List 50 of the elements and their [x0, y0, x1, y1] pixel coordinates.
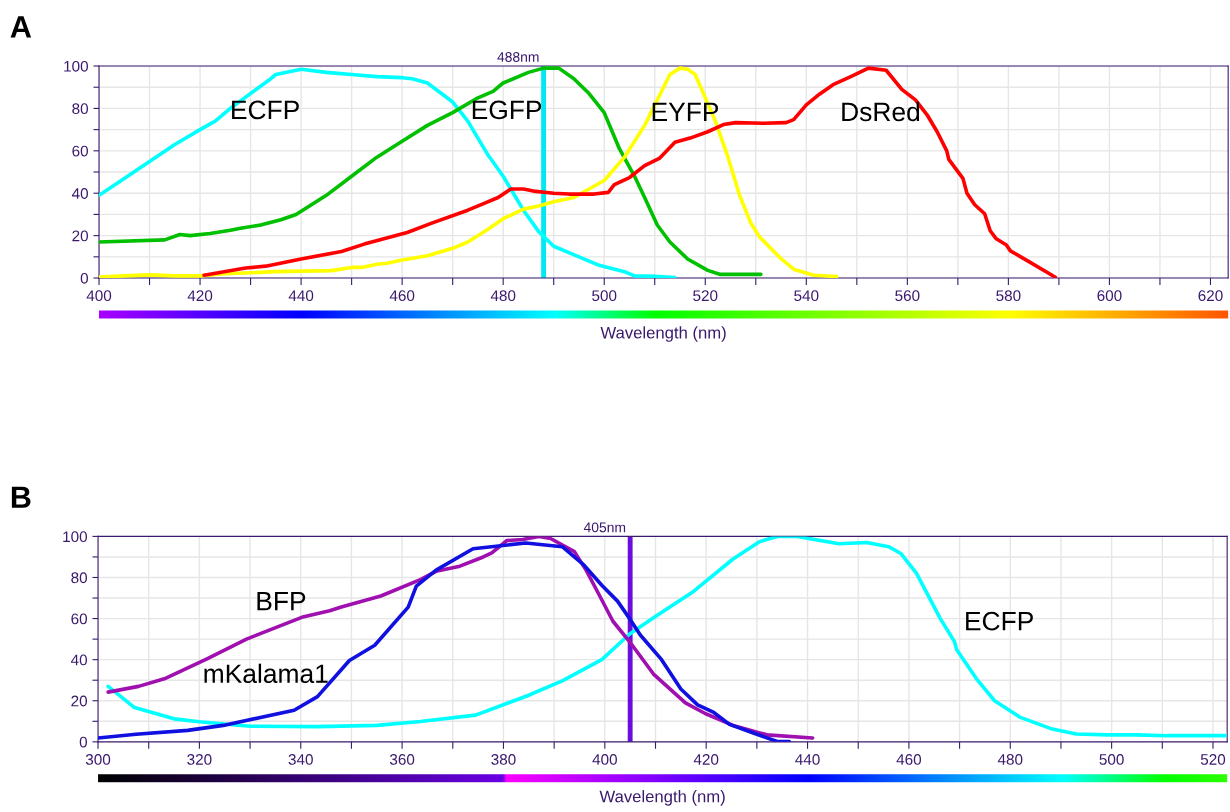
x-tick-label: 400	[592, 754, 617, 765]
y-tick-label: 40	[70, 654, 88, 666]
y-tick-label: 20	[71, 695, 88, 707]
x-tick-label: 400	[86, 290, 112, 302]
x-axis-title: Wavelength (nm)	[599, 790, 725, 806]
x-tick-label: 560	[895, 290, 920, 302]
y-tick-label: 80	[72, 103, 88, 115]
x-tick-label: 620	[1198, 290, 1223, 302]
x-tick-label: 420	[187, 290, 213, 302]
x-tick-label: 460	[896, 754, 922, 765]
x-tick-label: 480	[490, 290, 516, 302]
series-label: BFP	[257, 592, 306, 611]
y-tick-label: 60	[72, 145, 88, 157]
x-axis-title: Wavelength (nm)	[600, 326, 726, 342]
series-label: mKalama1	[204, 663, 328, 684]
x-tick-label: 420	[693, 754, 719, 765]
line-series	[202, 66, 1058, 279]
x-tick-label: 360	[389, 754, 415, 765]
x-tick-label: 440	[795, 754, 820, 765]
ref-line-label: 488nm	[497, 52, 539, 62]
y-tick-label: 60	[71, 613, 88, 625]
series-label: ECFP	[232, 100, 299, 120]
chart-title: B	[11, 486, 31, 508]
y-tick-label: 100	[63, 531, 88, 543]
y-tick-label: 40	[71, 188, 88, 199]
x-tick-label: 500	[1099, 754, 1124, 765]
x-tick-label: 520	[1200, 754, 1226, 765]
x-tick-label: 540	[794, 290, 819, 302]
y-tick-label: 100	[64, 60, 88, 72]
x-tick-label: 600	[1097, 290, 1122, 302]
x-tick-label: 300	[85, 754, 111, 765]
x-tick-label: 380	[491, 754, 516, 765]
y-tick-label: 80	[71, 572, 88, 584]
line-series	[106, 536, 1227, 738]
x-tick-label: 580	[996, 290, 1021, 302]
x-tick-label: 440	[288, 290, 314, 302]
y-tick-label: 0	[79, 736, 88, 748]
x-tick-label: 460	[389, 290, 415, 302]
y-tick-label: 0	[80, 272, 88, 284]
x-tick-label: 480	[997, 754, 1023, 765]
x-tick-label: 320	[187, 754, 212, 765]
y-tick-label: 20	[72, 230, 88, 242]
series-label: EGFP	[472, 100, 542, 120]
x-tick-label: 520	[693, 290, 718, 302]
series-label: DsRed	[842, 101, 920, 122]
x-tick-label: 340	[288, 754, 313, 765]
chart-title: A	[10, 16, 32, 38]
ref-line-label: 405nm	[583, 522, 626, 533]
x-tick-label: 500	[592, 290, 617, 302]
series-label: ECFP	[966, 611, 1033, 631]
